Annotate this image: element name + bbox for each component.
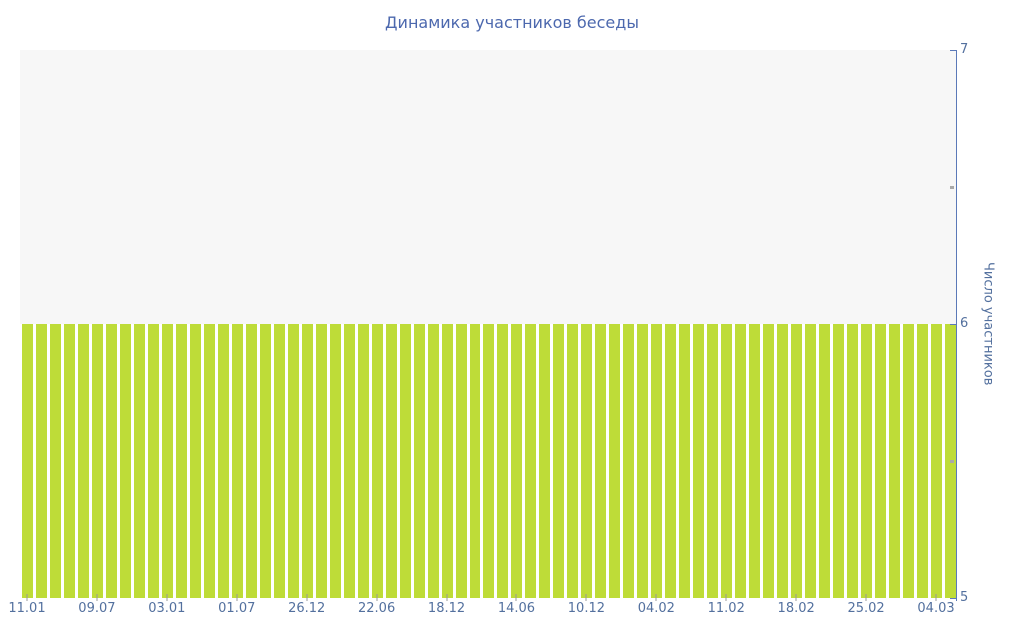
- bar: [663, 50, 678, 598]
- bar: [928, 50, 943, 598]
- bar: [271, 50, 286, 598]
- bar: [187, 50, 202, 598]
- bar: [719, 50, 734, 598]
- bar: [775, 50, 790, 598]
- bar: [103, 50, 118, 598]
- x-tick-label: 10.12: [567, 601, 605, 616]
- y-tick-label: 5: [960, 590, 969, 605]
- bar: [649, 50, 664, 598]
- bar: [831, 50, 846, 598]
- bar: [131, 50, 146, 598]
- plot-area: [20, 50, 957, 601]
- y-tick-mark: [950, 598, 956, 599]
- y-tick-label: 6: [960, 316, 969, 331]
- bar: [509, 50, 524, 598]
- y-axis-line: [956, 50, 957, 601]
- bar: [285, 50, 300, 598]
- x-axis-labels: 11.01 09.07 03.01 01.07 26.12 22.06 18.12 14.06…: [8, 601, 957, 617]
- bar: [327, 50, 342, 598]
- x-tick-label: 11.01: [8, 601, 46, 616]
- x-tick-label: 01.07: [218, 601, 256, 616]
- bar: [243, 50, 258, 598]
- bar: [467, 50, 482, 598]
- bar: [89, 50, 104, 598]
- bar: [355, 50, 370, 598]
- bar: [299, 50, 314, 598]
- chart-title: Динамика участников беседы: [385, 13, 639, 32]
- x-tick-label: 25.02: [847, 601, 885, 616]
- bar: [117, 50, 132, 598]
- x-tick-label: 14.06: [497, 601, 536, 616]
- bar: [579, 50, 594, 598]
- bar: [383, 50, 398, 598]
- bar: [523, 50, 538, 598]
- bar: [705, 50, 720, 598]
- bar: [61, 50, 76, 598]
- x-tick-label: 04.03: [917, 601, 955, 616]
- bar: [145, 50, 160, 598]
- bar: [817, 50, 832, 598]
- bar: [677, 50, 692, 598]
- bar: [901, 50, 915, 598]
- x-tick-label: 04.02: [637, 601, 675, 616]
- bar: [159, 50, 174, 598]
- bar: [859, 50, 874, 598]
- bar: [425, 50, 440, 598]
- y-axis-title: Число участников: [980, 262, 996, 386]
- bar: [691, 50, 706, 598]
- bar: [607, 50, 622, 598]
- bar: [789, 50, 804, 598]
- bar: [565, 50, 580, 598]
- bar: [201, 50, 216, 598]
- bar: [20, 50, 34, 598]
- bar: [439, 50, 454, 598]
- x-tick-label: 03.01: [148, 601, 186, 616]
- bar: [481, 50, 496, 598]
- bar: [369, 50, 384, 598]
- bar: [593, 50, 608, 598]
- bar: [47, 50, 62, 598]
- bar: [313, 50, 328, 598]
- bar: [845, 50, 860, 598]
- bar: [495, 50, 510, 598]
- bar: [229, 50, 244, 598]
- bar: [635, 50, 650, 598]
- bar: [551, 50, 566, 598]
- bar: [915, 50, 929, 598]
- y-tick-mark: [950, 324, 956, 325]
- bar: [397, 50, 412, 598]
- y-tick-mark: [950, 50, 956, 51]
- y-minor-tick-mark: [950, 186, 954, 189]
- bar: [411, 50, 426, 598]
- x-tick-label: 18.12: [427, 601, 466, 616]
- y-tick-label: 7: [960, 42, 969, 57]
- bar: [75, 50, 90, 598]
- bar: [621, 50, 636, 598]
- bar: [537, 50, 552, 598]
- bar: [887, 50, 902, 598]
- bar: [747, 50, 762, 598]
- bar: [257, 50, 272, 598]
- x-tick-label: 11.02: [707, 601, 745, 616]
- x-tick-label: 09.07: [78, 601, 116, 616]
- bars: [20, 50, 957, 598]
- bar: [761, 50, 776, 598]
- bar: [215, 50, 230, 598]
- x-tick-label: 18.02: [777, 601, 815, 616]
- y-minor-tick-mark: [950, 460, 954, 463]
- bar: [341, 50, 356, 598]
- bar: [803, 50, 818, 598]
- x-tick-label: 26.12: [288, 601, 326, 616]
- bar: [173, 50, 188, 598]
- bar: [873, 50, 888, 598]
- bar: [733, 50, 748, 598]
- x-tick-label: 22.06: [358, 601, 396, 616]
- bar: [453, 50, 468, 598]
- bar: [33, 50, 48, 598]
